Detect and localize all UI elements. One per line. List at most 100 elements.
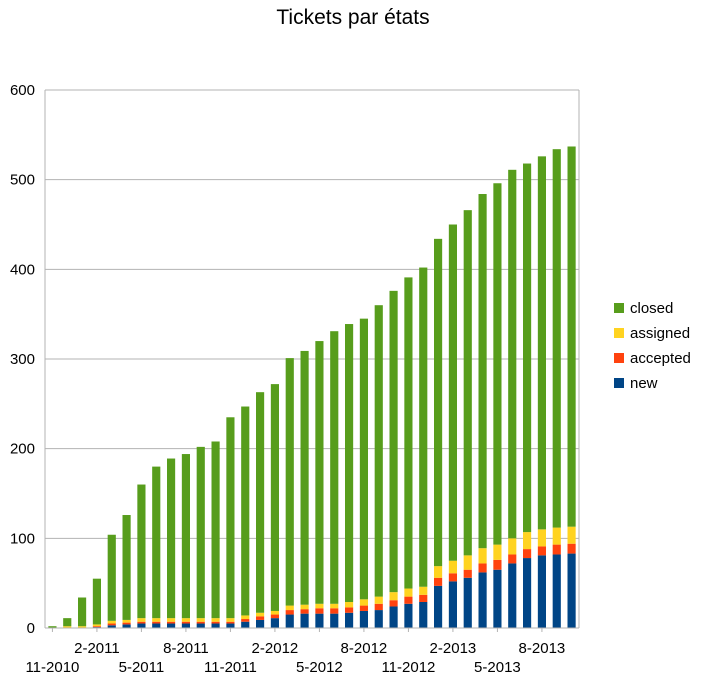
bar-closed	[285, 358, 294, 606]
bar-closed	[434, 238, 443, 567]
bar-accepted	[300, 609, 309, 614]
bar-assigned	[434, 566, 443, 578]
bar-assigned	[478, 548, 487, 564]
bar-new	[270, 618, 279, 628]
bar-new	[315, 613, 324, 628]
bar-closed	[330, 331, 339, 604]
bar-accepted	[537, 546, 546, 556]
bar-closed	[92, 578, 101, 625]
bar-new	[523, 558, 532, 628]
bar-closed	[359, 318, 368, 600]
bar-assigned	[523, 532, 532, 550]
bar-new	[463, 577, 472, 628]
bar-new	[107, 625, 116, 628]
bar-closed	[389, 290, 398, 593]
bar-accepted	[359, 605, 368, 611]
bar-accepted	[478, 563, 487, 573]
legend: closed assigned accepted new	[614, 300, 691, 392]
bar-new	[226, 623, 235, 628]
x-tick-label: 5-2012	[296, 659, 343, 676]
bar-assigned	[137, 618, 146, 622]
bar-accepted	[152, 621, 161, 624]
y-tick-label: 200	[10, 441, 35, 458]
y-tick-label: 400	[10, 261, 35, 278]
bar-assigned	[270, 610, 279, 615]
legend-swatch-assigned	[614, 328, 624, 338]
bar-accepted	[508, 554, 517, 564]
bar-accepted	[374, 603, 383, 611]
bar-new	[537, 555, 546, 628]
bar-assigned	[78, 626, 87, 628]
bar-accepted	[107, 623, 116, 626]
bar-new	[419, 602, 428, 628]
bar-assigned	[92, 624, 101, 627]
bar-new	[448, 581, 457, 628]
bar-accepted	[167, 621, 176, 624]
x-tick-label: 8-2012	[341, 640, 388, 657]
bar-closed	[508, 169, 517, 539]
bar-new	[374, 610, 383, 628]
bar-closed	[152, 466, 161, 619]
bar-closed	[78, 597, 87, 627]
bar-closed	[226, 417, 235, 619]
x-tick-label: 11-2011	[204, 659, 257, 676]
bar-assigned	[63, 626, 72, 628]
bar-new	[478, 572, 487, 628]
bar-assigned	[374, 596, 383, 604]
bar-new	[181, 623, 190, 628]
bar-new	[567, 553, 576, 628]
bar-closed	[270, 384, 279, 611]
bar-closed	[567, 146, 576, 527]
y-tick-label: 100	[10, 530, 35, 547]
y-tick-label: 0	[27, 620, 35, 637]
bar-accepted	[448, 573, 457, 582]
x-tick-labels: 11-2010 2-2011 5-2011 8-2011 11-2011 2-2012 5-…	[25, 640, 565, 676]
bar-closed	[419, 267, 428, 587]
bar-assigned	[389, 592, 398, 601]
bar-new	[434, 585, 443, 628]
bar-assigned	[508, 538, 517, 555]
bar-accepted	[523, 549, 532, 559]
bar-assigned	[419, 586, 428, 595]
bar-accepted	[270, 614, 279, 619]
bar-closed	[448, 224, 457, 561]
bar-assigned	[330, 603, 339, 609]
bar-closed	[122, 515, 131, 620]
bar-accepted	[285, 610, 294, 615]
y-tick-label: 500	[10, 172, 35, 189]
bar-assigned	[285, 605, 294, 611]
bar-accepted	[211, 621, 220, 624]
bar-accepted	[552, 544, 561, 555]
bar-assigned	[241, 615, 250, 620]
axes	[44, 90, 580, 632]
bar-accepted	[241, 619, 250, 622]
bar-closed	[300, 350, 309, 605]
bar-assigned	[537, 529, 546, 547]
bar-accepted	[196, 621, 205, 624]
bar-closed	[167, 458, 176, 619]
bar-assigned	[448, 560, 457, 574]
legend-label-new: new	[630, 375, 658, 392]
bar-assigned	[359, 599, 368, 606]
x-tick-label: 5-2011	[119, 659, 165, 676]
x-tick-label: 8-2011	[163, 640, 209, 657]
x-tick-label: 5-2013	[474, 659, 521, 676]
x-tick-label: 11-2010	[25, 659, 79, 676]
bar-accepted	[434, 577, 443, 586]
bar-new	[552, 554, 561, 628]
legend-swatch-new	[614, 378, 624, 388]
bar-accepted	[137, 621, 146, 624]
bar-accepted	[404, 596, 413, 604]
bar-assigned	[315, 603, 324, 609]
bar-assigned	[552, 527, 561, 545]
bar-closed	[315, 341, 324, 604]
bar-closed	[493, 183, 502, 545]
bar-closed	[523, 163, 532, 533]
bar-accepted	[463, 569, 472, 578]
bar-closed	[196, 446, 205, 619]
x-tick-label: 2-2011	[74, 640, 120, 657]
bar-assigned	[122, 619, 131, 623]
bar-assigned	[152, 618, 161, 622]
x-tick-label: 2-2012	[252, 640, 299, 657]
